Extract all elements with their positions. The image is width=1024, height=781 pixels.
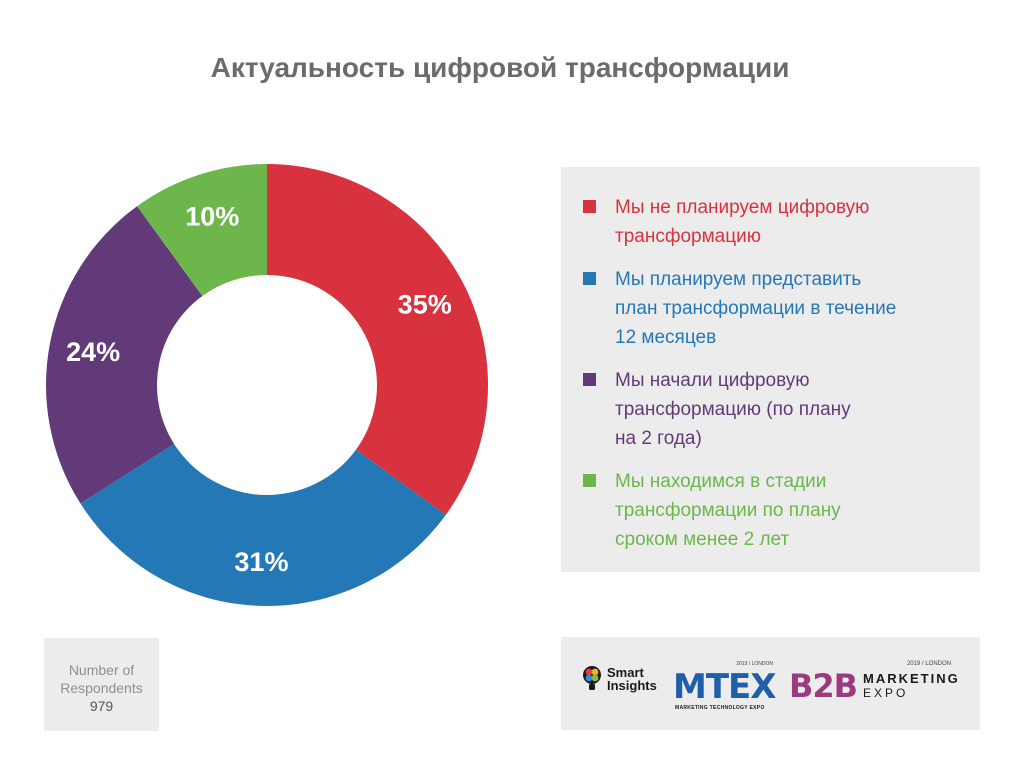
legend-label: Мы начали цифровую трансформацию (по пла…	[615, 370, 851, 449]
mtex-year: 2019 / LONDON	[736, 661, 773, 667]
legend-swatch	[583, 474, 596, 487]
legend-label: Мы планируем представить план трансформа…	[615, 269, 897, 348]
slice-label-not-planning: 35%	[398, 290, 452, 320]
legend-label: Мы находимся в стадии трансформации по п…	[615, 471, 841, 550]
slice-label-in-progress-under-2-years: 10%	[185, 202, 239, 232]
chart-title: Актуальность цифровой трансформации	[210, 52, 790, 83]
legend-swatch	[583, 200, 596, 213]
mtex-wordmark: MTEX	[673, 667, 776, 707]
smart-insights-wordmark: Smart Insights	[607, 665, 657, 693]
legend-item-started-2-years: Мы начали цифровую трансформацию (по пла…	[583, 366, 966, 453]
slice-label-started-2-years: 24%	[66, 337, 120, 367]
respondents-box: Number of Respondents 979	[44, 638, 159, 731]
slice-label-planning-12-months: 31%	[234, 547, 288, 577]
legend-item-not-planning: Мы не планируем цифровую трансформацию	[583, 193, 966, 251]
sponsor-logos: Smart Insights 2019 / LONDON MTEX MARKET…	[561, 637, 980, 730]
legend: Мы не планируем цифровую трансформацию Мы…	[561, 167, 980, 572]
respondents-count: 979	[89, 698, 114, 714]
smart-insights-icon	[583, 666, 601, 690]
legend-item-planning-12-months: Мы планируем представить план трансформа…	[583, 265, 966, 352]
legend-label: Мы не планируем цифровую трансформацию	[615, 197, 870, 247]
donut-slice-planning-12-months	[80, 443, 446, 607]
donut-slice-in-progress-under-2-years	[137, 164, 267, 297]
legend-swatch	[583, 373, 596, 386]
mtex-subtitle: MARKETING TECHNOLOGY EXPO	[675, 705, 765, 711]
smart-insights-logo: Smart Insights	[581, 665, 657, 693]
donut-chart: 35% 31% 24% 10%	[45, 164, 489, 607]
respondents-label: Number of Respondents	[60, 662, 143, 696]
b2b-expo-text: EXPO	[863, 686, 909, 700]
b2b-year: 2019 / LONDON	[906, 661, 951, 667]
legend-item-in-progress-under-2-years: Мы находимся в стадии трансформации по п…	[583, 467, 966, 554]
legend-swatch	[583, 272, 596, 285]
b2b-marketing-text: MARKETING	[863, 671, 960, 686]
b2b-wordmark: B2B	[789, 667, 858, 705]
donut-slice-not-planning	[267, 164, 489, 515]
donut-slice-started-2-years	[45, 206, 203, 504]
